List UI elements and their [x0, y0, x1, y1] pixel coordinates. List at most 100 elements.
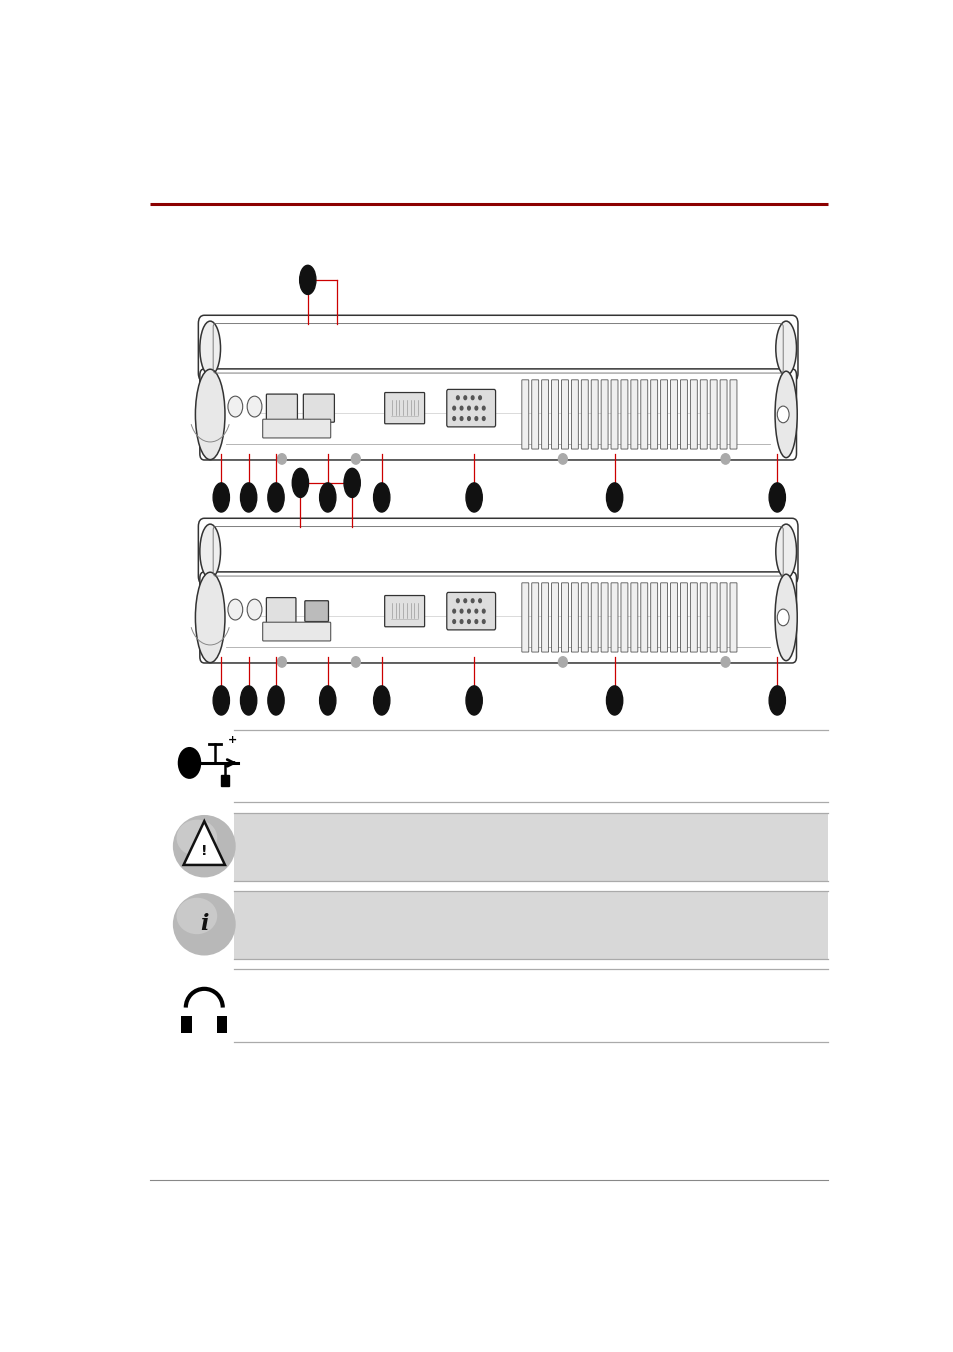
Circle shape	[456, 599, 458, 603]
FancyBboxPatch shape	[679, 583, 687, 652]
FancyBboxPatch shape	[690, 583, 697, 652]
FancyBboxPatch shape	[679, 380, 687, 449]
FancyBboxPatch shape	[446, 592, 495, 630]
Ellipse shape	[351, 454, 360, 464]
FancyBboxPatch shape	[709, 583, 717, 652]
Ellipse shape	[199, 322, 220, 376]
FancyBboxPatch shape	[700, 380, 706, 449]
Circle shape	[467, 416, 470, 420]
Ellipse shape	[558, 657, 567, 667]
Ellipse shape	[176, 898, 217, 934]
FancyBboxPatch shape	[551, 583, 558, 652]
Ellipse shape	[277, 454, 286, 464]
Circle shape	[475, 619, 477, 623]
Circle shape	[453, 416, 455, 420]
Ellipse shape	[292, 468, 308, 498]
Text: i: i	[200, 914, 209, 936]
Circle shape	[179, 749, 199, 777]
FancyBboxPatch shape	[690, 380, 697, 449]
FancyBboxPatch shape	[620, 583, 627, 652]
Circle shape	[478, 599, 481, 603]
Ellipse shape	[319, 685, 335, 715]
Ellipse shape	[299, 265, 315, 295]
Bar	[233, 813, 826, 880]
Ellipse shape	[268, 685, 284, 715]
Ellipse shape	[775, 322, 796, 376]
Circle shape	[453, 619, 455, 623]
Ellipse shape	[768, 685, 784, 715]
FancyBboxPatch shape	[521, 380, 528, 449]
Circle shape	[463, 599, 466, 603]
Ellipse shape	[774, 575, 797, 661]
FancyBboxPatch shape	[266, 598, 295, 625]
Circle shape	[467, 406, 470, 410]
FancyBboxPatch shape	[198, 518, 797, 584]
Ellipse shape	[268, 483, 284, 512]
FancyBboxPatch shape	[620, 380, 627, 449]
FancyBboxPatch shape	[521, 583, 528, 652]
FancyBboxPatch shape	[303, 393, 335, 422]
FancyBboxPatch shape	[611, 380, 618, 449]
Text: +: +	[228, 735, 236, 745]
FancyBboxPatch shape	[600, 380, 607, 449]
FancyBboxPatch shape	[630, 380, 638, 449]
Circle shape	[478, 396, 481, 400]
Ellipse shape	[213, 685, 229, 715]
FancyBboxPatch shape	[729, 583, 736, 652]
Ellipse shape	[606, 685, 622, 715]
FancyBboxPatch shape	[571, 380, 578, 449]
FancyBboxPatch shape	[541, 380, 548, 449]
FancyBboxPatch shape	[630, 583, 638, 652]
FancyBboxPatch shape	[262, 419, 331, 438]
Ellipse shape	[213, 483, 229, 512]
Circle shape	[456, 396, 458, 400]
Ellipse shape	[720, 454, 729, 464]
FancyBboxPatch shape	[591, 583, 598, 652]
Ellipse shape	[606, 483, 622, 512]
Circle shape	[777, 406, 788, 423]
FancyBboxPatch shape	[670, 380, 677, 449]
Circle shape	[467, 619, 470, 623]
Ellipse shape	[465, 483, 482, 512]
Bar	[216, 1015, 227, 1033]
FancyBboxPatch shape	[659, 380, 667, 449]
FancyBboxPatch shape	[720, 583, 726, 652]
Ellipse shape	[176, 819, 217, 856]
FancyBboxPatch shape	[650, 583, 657, 652]
FancyBboxPatch shape	[561, 583, 568, 652]
Circle shape	[467, 610, 470, 612]
FancyBboxPatch shape	[198, 315, 797, 381]
FancyBboxPatch shape	[640, 380, 647, 449]
Circle shape	[482, 610, 484, 612]
Circle shape	[471, 599, 474, 603]
Circle shape	[247, 396, 262, 416]
Ellipse shape	[374, 685, 390, 715]
Circle shape	[247, 599, 262, 621]
Circle shape	[482, 416, 484, 420]
Ellipse shape	[195, 369, 225, 460]
FancyBboxPatch shape	[611, 583, 618, 652]
Ellipse shape	[240, 685, 256, 715]
Ellipse shape	[558, 454, 567, 464]
Ellipse shape	[720, 657, 729, 667]
FancyBboxPatch shape	[531, 583, 538, 652]
Circle shape	[453, 406, 455, 410]
Circle shape	[228, 599, 242, 621]
Circle shape	[459, 610, 462, 612]
Ellipse shape	[774, 372, 797, 458]
Ellipse shape	[374, 483, 390, 512]
Ellipse shape	[351, 657, 360, 667]
Circle shape	[475, 416, 477, 420]
FancyBboxPatch shape	[199, 369, 796, 460]
FancyBboxPatch shape	[266, 393, 297, 422]
Circle shape	[482, 619, 484, 623]
FancyBboxPatch shape	[446, 389, 495, 427]
FancyBboxPatch shape	[571, 583, 578, 652]
FancyBboxPatch shape	[640, 583, 647, 652]
Circle shape	[482, 406, 484, 410]
FancyBboxPatch shape	[384, 392, 424, 423]
FancyBboxPatch shape	[551, 380, 558, 449]
Circle shape	[777, 610, 788, 626]
FancyBboxPatch shape	[541, 583, 548, 652]
Ellipse shape	[775, 525, 796, 579]
